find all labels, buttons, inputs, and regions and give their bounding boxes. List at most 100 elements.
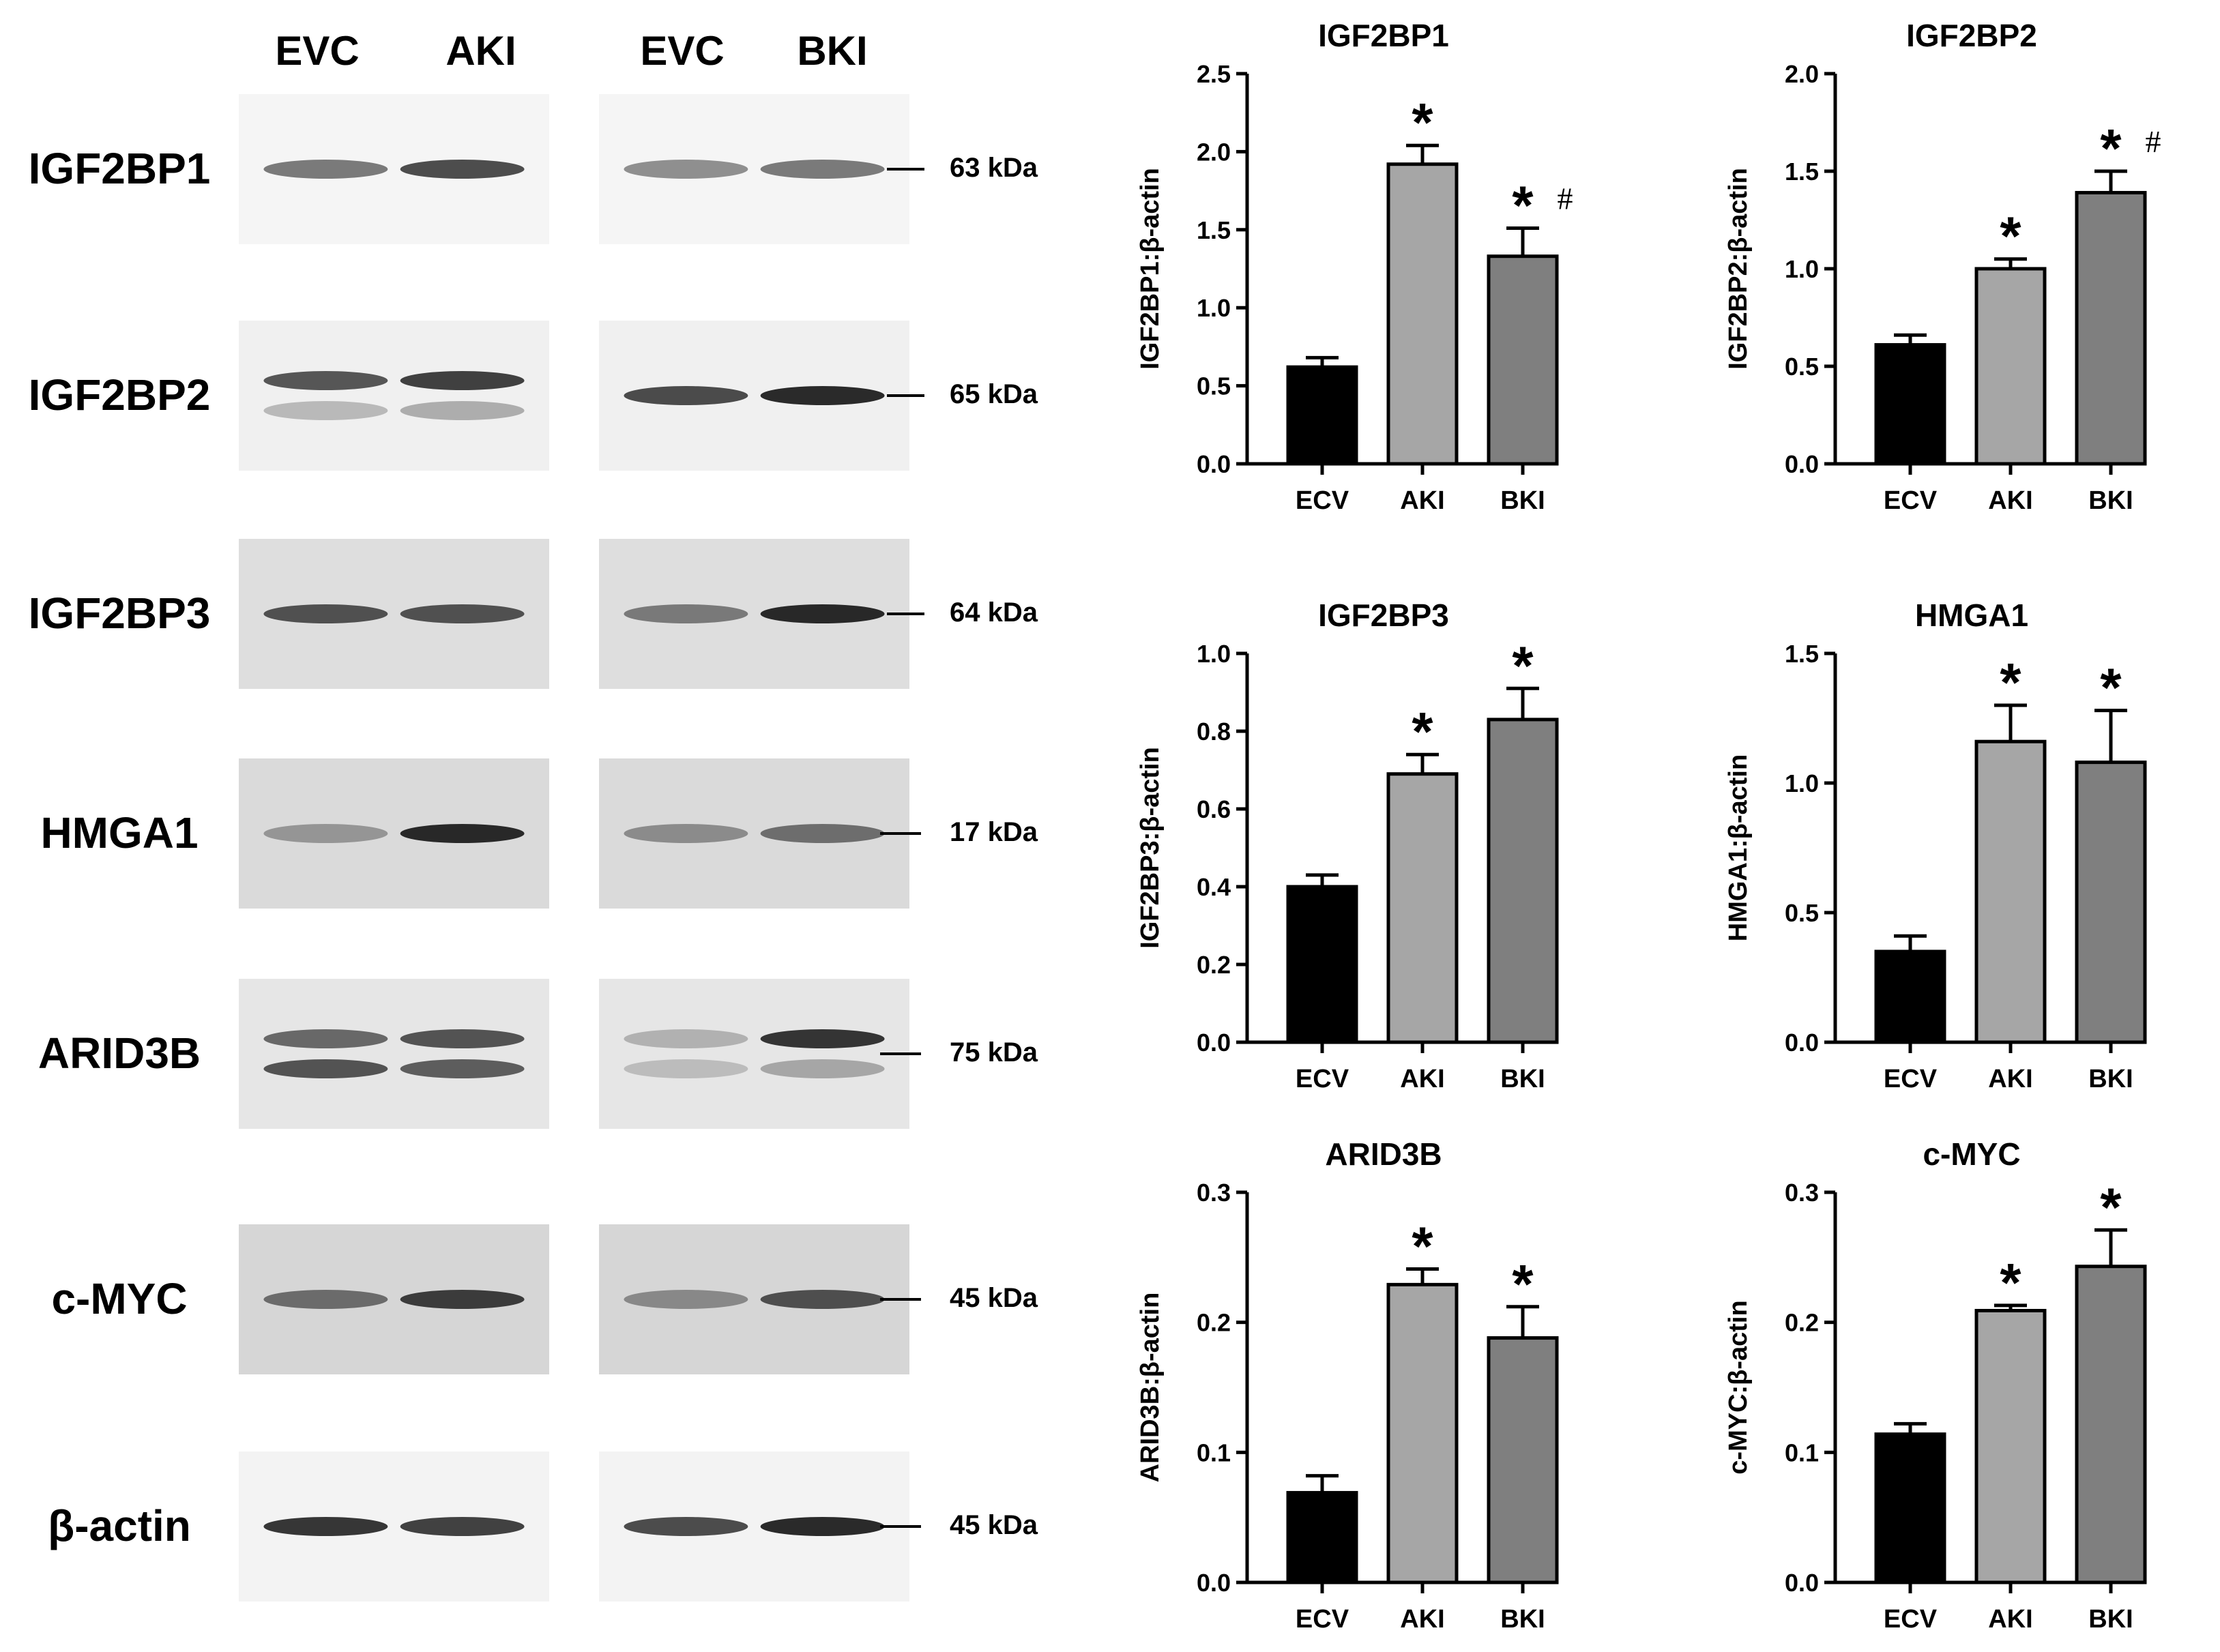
protein-band bbox=[400, 1059, 525, 1078]
bar-ecv bbox=[1874, 949, 1946, 1044]
x-tick-label: AKI bbox=[1400, 486, 1444, 515]
significance-star: * bbox=[1512, 1254, 1534, 1314]
y-tick-label: 1.0 bbox=[1785, 255, 1819, 283]
y-tick-label: 0.2 bbox=[1197, 1309, 1231, 1337]
y-tick-label: 1.0 bbox=[1197, 640, 1231, 668]
y-axis-label-igf2bp1: IGF2BP1:β-actin bbox=[1136, 168, 1165, 370]
y-axis-label-igf2bp3: IGF2BP3:β-actin bbox=[1136, 747, 1165, 949]
x-tick-label: ECV bbox=[1296, 486, 1349, 515]
y-axis-label-arid3b: ARID3B:β-actin bbox=[1136, 1293, 1165, 1483]
bar-bki bbox=[1487, 1336, 1559, 1584]
y-tick-label: 0.1 bbox=[1785, 1439, 1819, 1466]
y-tick-label: 2.0 bbox=[1197, 138, 1231, 166]
mw-marker-tick bbox=[887, 168, 924, 171]
y-tick-label: 1.5 bbox=[1197, 216, 1231, 244]
protein-band bbox=[263, 1290, 388, 1309]
y-axis-label-hmga1: HMGA1:β-actin bbox=[1724, 754, 1753, 941]
protein-band bbox=[263, 1029, 388, 1048]
mw-marker-tick bbox=[887, 613, 924, 615]
bar-ecv bbox=[1286, 885, 1358, 1044]
protein-band bbox=[263, 371, 388, 390]
lane-header-evc-right: EVC bbox=[640, 28, 725, 74]
protein-band bbox=[624, 1517, 748, 1536]
y-axis-label-igf2bp2: IGF2BP2:β-actin bbox=[1724, 168, 1753, 370]
protein-band bbox=[760, 604, 885, 623]
protein-band bbox=[263, 604, 388, 623]
bar-aki bbox=[1974, 267, 2047, 466]
x-tick-label: ECV bbox=[1884, 1605, 1938, 1634]
significance-star: * bbox=[2100, 1177, 2122, 1237]
y-tick-label: 0.2 bbox=[1197, 951, 1231, 979]
protein-band bbox=[760, 160, 885, 179]
bar-bki bbox=[2075, 1265, 2147, 1584]
y-tick-label: 2.5 bbox=[1197, 60, 1231, 88]
blot-panel-bki-igf2bp2 bbox=[599, 321, 909, 471]
x-tick-label: ECV bbox=[1884, 486, 1938, 515]
y-tick-label: 0.4 bbox=[1197, 873, 1231, 901]
x-tick-label: ECV bbox=[1884, 1065, 1938, 1093]
y-tick-label: 0.6 bbox=[1197, 795, 1231, 823]
chart-title-c-myc: c-MYC bbox=[1923, 1136, 2020, 1172]
y-tick-label: 0.0 bbox=[1197, 450, 1231, 478]
protein-band bbox=[760, 386, 885, 405]
bar-ecv bbox=[1874, 1432, 1946, 1584]
protein-label-beta-actin: β-actin bbox=[48, 1501, 191, 1550]
y-tick-label: 0.2 bbox=[1785, 1309, 1819, 1337]
mw-marker-tick bbox=[880, 1298, 921, 1301]
chart-title-igf2bp2: IGF2BP2 bbox=[1906, 18, 2037, 53]
protein-label-igf2bp2: IGF2BP2 bbox=[28, 370, 211, 419]
protein-band bbox=[400, 160, 525, 179]
y-tick-label: 0.0 bbox=[1197, 1569, 1231, 1597]
protein-label-c-myc: c-MYC bbox=[51, 1274, 188, 1323]
protein-band bbox=[624, 1059, 748, 1078]
mw-marker-tick bbox=[880, 1525, 921, 1528]
blot-panel-aki-hmga1 bbox=[239, 758, 549, 909]
x-tick-label: BKI bbox=[1500, 1065, 1545, 1093]
protein-band bbox=[400, 1290, 525, 1309]
significance-star: * bbox=[2000, 1252, 2021, 1313]
blot-panel-aki-beta-actin bbox=[239, 1451, 549, 1602]
x-tick-label: ECV bbox=[1296, 1605, 1349, 1634]
chart-title-igf2bp3: IGF2BP3 bbox=[1318, 598, 1449, 633]
y-tick-label: 0.5 bbox=[1785, 899, 1819, 927]
western-blot-section: EVC AKI EVC BKI IGF2BP1 63 kDa IGF2BP2 65 k… bbox=[0, 0, 1092, 1652]
protein-band bbox=[760, 1517, 885, 1536]
bar-aki bbox=[1386, 1282, 1459, 1584]
protein-band bbox=[400, 1517, 525, 1536]
significance-hash: # bbox=[2146, 124, 2161, 159]
protein-band bbox=[760, 1290, 885, 1309]
y-axis-label-c-myc: c-MYC:β-actin bbox=[1724, 1300, 1753, 1474]
mw-marker-tick bbox=[887, 394, 924, 397]
significance-star: * bbox=[2000, 206, 2021, 267]
bar-aki bbox=[1974, 1309, 2047, 1584]
bar-ecv bbox=[1286, 365, 1358, 466]
blot-panel-aki-igf2bp3 bbox=[239, 539, 549, 689]
x-tick-label: BKI bbox=[2088, 486, 2133, 515]
mw-marker-tick bbox=[880, 1052, 921, 1055]
mw-label: 45 kDa bbox=[950, 1510, 1038, 1540]
blot-panel-aki-igf2bp2 bbox=[239, 321, 549, 471]
x-tick-label: ECV bbox=[1296, 1065, 1349, 1093]
x-tick-label: BKI bbox=[1500, 486, 1545, 515]
protein-band bbox=[624, 386, 748, 405]
y-tick-label: 0.5 bbox=[1197, 372, 1231, 400]
significance-star: * bbox=[2100, 658, 2122, 718]
y-tick-label: 0.5 bbox=[1785, 353, 1819, 381]
protein-band bbox=[263, 160, 388, 179]
bar-bki bbox=[1487, 718, 1559, 1044]
lane-header-bki: BKI bbox=[797, 28, 868, 74]
y-tick-label: 1.5 bbox=[1785, 640, 1819, 668]
bar-bki bbox=[2075, 190, 2147, 466]
protein-band bbox=[624, 1029, 748, 1048]
significance-star: * bbox=[1512, 635, 1534, 696]
lane-header-aki: AKI bbox=[446, 28, 516, 74]
y-tick-label: 1.0 bbox=[1785, 769, 1819, 797]
x-tick-label: AKI bbox=[1988, 1605, 2032, 1634]
protein-band bbox=[263, 1517, 388, 1536]
chart-title-hmga1: HMGA1 bbox=[1915, 598, 2028, 633]
protein-band bbox=[760, 1059, 885, 1078]
protein-band bbox=[400, 371, 525, 390]
protein-band bbox=[400, 824, 525, 843]
blot-panel-aki-igf2bp1 bbox=[239, 94, 549, 244]
